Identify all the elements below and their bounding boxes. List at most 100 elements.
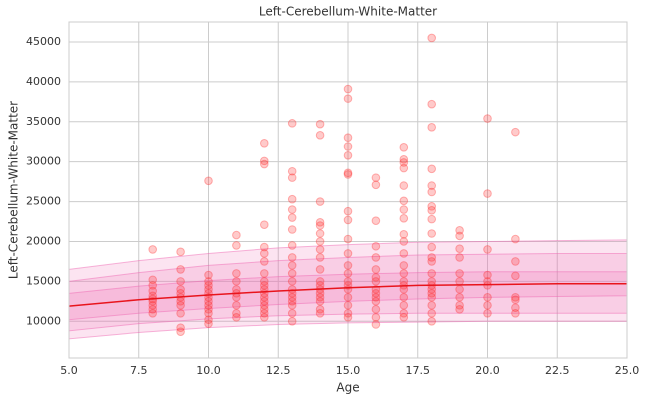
data-point bbox=[315, 245, 325, 254]
data-point bbox=[511, 309, 520, 318]
data-point bbox=[176, 247, 185, 257]
data-point bbox=[455, 231, 464, 241]
data-point bbox=[204, 319, 213, 328]
data-point bbox=[427, 229, 437, 238]
data-point bbox=[483, 309, 492, 318]
data-point bbox=[287, 297, 297, 306]
data-point bbox=[176, 323, 185, 332]
data-point bbox=[232, 230, 241, 240]
data-point bbox=[287, 225, 297, 234]
data-point bbox=[371, 320, 381, 329]
y-tick-label: 10000 bbox=[26, 314, 61, 327]
data-point bbox=[260, 297, 269, 306]
data-point bbox=[260, 277, 269, 286]
data-point bbox=[343, 168, 353, 178]
data-point bbox=[399, 143, 409, 152]
x-axis-label: Age bbox=[336, 381, 359, 395]
data-point bbox=[260, 281, 269, 290]
data-point bbox=[315, 305, 325, 314]
data-point bbox=[260, 309, 269, 318]
data-point bbox=[315, 297, 325, 306]
data-point bbox=[427, 253, 437, 262]
x-tick-label: 10.0 bbox=[196, 364, 221, 377]
data-point bbox=[427, 214, 437, 224]
data-point bbox=[148, 286, 157, 296]
data-point bbox=[427, 33, 437, 43]
x-tick-label: 15.0 bbox=[336, 364, 361, 377]
x-tick-label: 22.5 bbox=[545, 364, 570, 377]
y-tick-label: 35000 bbox=[26, 115, 61, 128]
data-point bbox=[483, 293, 492, 302]
data-point bbox=[343, 301, 353, 310]
data-point bbox=[204, 285, 213, 294]
data-point bbox=[399, 205, 409, 214]
data-point bbox=[427, 99, 437, 109]
x-tick-label: 7.5 bbox=[130, 364, 148, 377]
data-point bbox=[483, 245, 492, 254]
data-point bbox=[287, 253, 297, 262]
data-point bbox=[427, 123, 437, 132]
data-point bbox=[511, 271, 520, 281]
data-point bbox=[148, 301, 157, 310]
data-point bbox=[343, 309, 353, 318]
y-tick-label: 20000 bbox=[26, 234, 61, 247]
data-point bbox=[260, 159, 269, 169]
data-point bbox=[232, 309, 241, 318]
data-point bbox=[204, 309, 213, 318]
data-point bbox=[204, 176, 213, 186]
data-point bbox=[371, 265, 381, 274]
data-point bbox=[260, 305, 269, 314]
data-point bbox=[343, 94, 353, 103]
data-point bbox=[232, 293, 241, 302]
data-point bbox=[399, 214, 409, 223]
data-point bbox=[399, 312, 409, 322]
data-point bbox=[455, 226, 464, 235]
data-point bbox=[232, 277, 241, 286]
y-axis-label: Left-Cerebellum-White-Matter bbox=[7, 101, 21, 279]
data-point bbox=[260, 139, 269, 148]
data-point bbox=[287, 173, 297, 182]
data-point bbox=[427, 164, 437, 174]
data-point bbox=[315, 131, 325, 140]
data-point bbox=[371, 241, 381, 251]
data-point bbox=[315, 237, 325, 246]
data-point bbox=[287, 213, 297, 222]
y-tick-label: 40000 bbox=[26, 75, 61, 88]
x-tick-label: 20.0 bbox=[475, 364, 500, 377]
data-point bbox=[399, 229, 409, 239]
data-point bbox=[511, 234, 520, 244]
data-point bbox=[371, 305, 381, 314]
data-point bbox=[260, 156, 269, 166]
data-point bbox=[511, 293, 520, 302]
data-point bbox=[176, 285, 185, 294]
x-tick-label: 17.5 bbox=[406, 364, 431, 377]
data-point bbox=[287, 301, 297, 310]
data-point bbox=[204, 305, 213, 314]
data-point bbox=[399, 237, 409, 246]
data-point bbox=[371, 277, 381, 286]
data-point bbox=[371, 293, 381, 302]
data-point bbox=[204, 301, 213, 310]
data-point bbox=[427, 257, 437, 266]
data-point bbox=[399, 293, 409, 302]
data-point bbox=[399, 249, 409, 258]
data-point bbox=[427, 293, 437, 302]
data-point bbox=[204, 315, 213, 324]
data-point bbox=[399, 158, 409, 167]
data-point bbox=[483, 189, 492, 198]
data-point bbox=[232, 241, 241, 250]
data-point bbox=[260, 257, 269, 266]
data-point bbox=[148, 309, 157, 318]
data-point bbox=[483, 281, 492, 290]
data-point bbox=[455, 244, 464, 253]
data-point bbox=[427, 181, 437, 190]
data-point bbox=[343, 285, 353, 294]
data-point bbox=[343, 293, 353, 302]
data-point bbox=[399, 154, 409, 164]
data-point bbox=[427, 202, 437, 211]
data-point bbox=[427, 289, 437, 298]
data-point bbox=[399, 261, 409, 270]
data-point bbox=[427, 242, 437, 252]
data-point bbox=[315, 265, 325, 274]
